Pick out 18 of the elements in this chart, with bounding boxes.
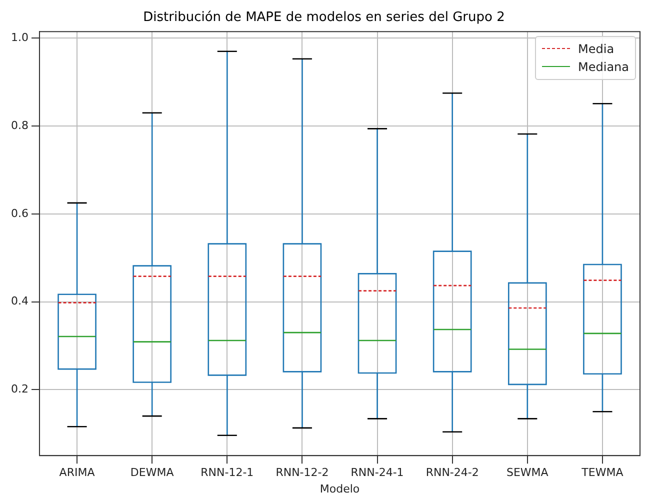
x-axis-title: Modelo [320,482,360,496]
chart-title: Distribución de MAPE de modelos en series del Grupo 2 [143,10,505,26]
y-tick-label: 0.4 [10,294,28,308]
x-tick-label: RNN-24-1 [350,466,404,480]
legend-key: Media Mediana [535,36,636,80]
y-tick-label: 1.0 [10,31,28,44]
x-tick-label: RNN-12-1 [200,466,254,480]
x-tick-label: ARIMA [59,466,96,480]
y-tick-label: 0.8 [10,118,28,132]
x-tick-label: SEWMA [506,466,549,480]
annotation: Media [578,42,614,56]
y-tick-label: 0.6 [10,206,28,220]
x-tick-label: TEWMA [580,466,624,480]
x-tick-label: RNN-24-2 [426,466,479,480]
x-tick-label: RNN-12-2 [276,466,329,480]
x-tick-label: DEWMA [130,466,174,480]
annotation: Mediana [578,60,629,74]
y-tick-label: 0.2 [10,382,28,396]
